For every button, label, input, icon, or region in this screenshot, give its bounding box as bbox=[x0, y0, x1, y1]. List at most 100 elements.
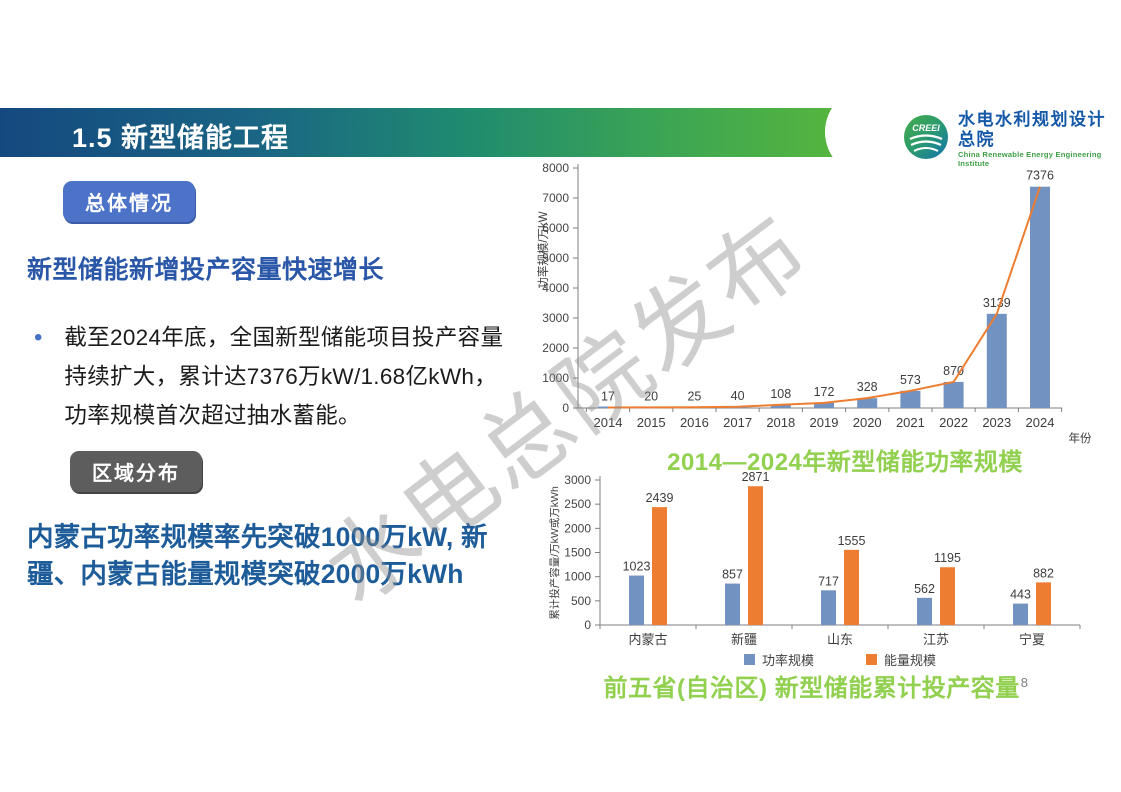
y-tick-label: 3000 bbox=[542, 311, 569, 325]
bar-value-label: 2871 bbox=[742, 470, 770, 484]
province-capacity-chart: 0 500 1000 1500 2000 2500 3000 1023 2439 内蒙古 857 28… bbox=[548, 470, 1081, 647]
y-tick-label: 3000 bbox=[564, 473, 591, 487]
organization-name-cn: 水电水利规划设计总院 bbox=[958, 110, 1106, 149]
bar-value-label: 1555 bbox=[838, 534, 866, 548]
y-tick-label: 6000 bbox=[542, 221, 569, 235]
x-tick-label: 山东 bbox=[827, 632, 853, 647]
x-tick-label: 2016 bbox=[680, 415, 709, 430]
y-tick-label: 1000 bbox=[564, 570, 591, 584]
x-tick-label: 新疆 bbox=[731, 632, 757, 647]
y-axis-title: 累计投产容量/万kW或万kWh bbox=[548, 486, 561, 620]
bullet-marker: • bbox=[34, 324, 43, 351]
organization-name-en: China Renewable Energy Engineering Insti… bbox=[958, 150, 1102, 168]
legend-swatch-energy bbox=[866, 654, 877, 665]
organization-logo: CREEI 水电水利规划设计总院 China Renewable Energy … bbox=[903, 110, 1121, 169]
svg-text:CREEI: CREEI bbox=[912, 123, 940, 133]
x-tick-label: 2018 bbox=[766, 415, 795, 430]
bar-value-label: 857 bbox=[722, 568, 743, 582]
bar-value-label: 562 bbox=[914, 582, 935, 596]
trend-line bbox=[607, 186, 1041, 409]
bar-value-label: 2439 bbox=[646, 491, 674, 505]
bar bbox=[943, 381, 964, 408]
bar bbox=[844, 549, 859, 625]
y-tick-label: 2000 bbox=[542, 341, 569, 355]
y-tick-label: 0 bbox=[562, 401, 569, 415]
creei-logo-icon: CREEI bbox=[903, 114, 949, 165]
y-tick-label: 7000 bbox=[542, 191, 569, 205]
bar-value-label: 7376 bbox=[1026, 169, 1054, 183]
bullet-text: 截至2024年底，全国新型储能项目投产容量持续扩大，累计达7376万kW/1.6… bbox=[64, 325, 504, 428]
chart2-legend: 功率规模 能量规模 bbox=[560, 650, 1120, 669]
x-tick-label: 内蒙古 bbox=[628, 632, 667, 647]
legend-item-energy: 能量规模 bbox=[866, 650, 936, 669]
legend-item-power: 功率规模 bbox=[743, 650, 814, 669]
bar bbox=[1030, 186, 1050, 408]
y-axis-title: 功率规模/万kW bbox=[536, 211, 550, 288]
bar-value-label: 443 bbox=[1010, 588, 1031, 602]
chart2-caption-text: 前五省(自治区) 新型储能累计投产容量 bbox=[603, 675, 1020, 702]
x-tick-label: 2022 bbox=[939, 415, 968, 430]
x-tick-label: 2015 bbox=[637, 415, 666, 430]
bar-value-label: 717 bbox=[818, 574, 839, 588]
y-tick-label: 500 bbox=[571, 594, 591, 608]
bar-value-label: 882 bbox=[1033, 566, 1054, 580]
bar-value-label: 1023 bbox=[623, 560, 651, 574]
legend-swatch-power bbox=[743, 654, 755, 665]
x-tick-label: 2014 bbox=[594, 415, 623, 430]
bullet-item: • 截至2024年底，全国新型储能项目投产容量持续扩大，累计达7376万kW/1… bbox=[34, 318, 520, 435]
chart2-caption: 前五省(自治区) 新型储能累计投产容量8 bbox=[540, 668, 1092, 703]
bar bbox=[900, 390, 921, 408]
section-heading: 新型储能新增投产容量快速增长 bbox=[27, 256, 385, 284]
bar bbox=[986, 313, 1007, 408]
legend-label-power: 功率规模 bbox=[761, 653, 814, 668]
y-tick-label: 5000 bbox=[542, 251, 569, 265]
y-tick-label: 4000 bbox=[542, 281, 569, 295]
bar bbox=[814, 402, 834, 408]
x-tick-label: 2019 bbox=[810, 415, 839, 430]
page-number: 8 bbox=[1020, 675, 1029, 690]
power-scale-chart: 0 1000 2000 3000 4000 5000 6000 7000 8000 17 2014 2… bbox=[536, 161, 1092, 445]
bar-value-label: 172 bbox=[814, 385, 835, 399]
x-tick-label: 2023 bbox=[982, 415, 1011, 430]
bar-value-label: 328 bbox=[857, 380, 878, 394]
bar bbox=[940, 567, 955, 625]
bar-value-label: 25 bbox=[687, 389, 701, 403]
x-axis-title: 年份 bbox=[1069, 431, 1092, 445]
y-tick-label: 2500 bbox=[564, 497, 591, 511]
bar bbox=[652, 507, 667, 625]
bar bbox=[857, 398, 878, 408]
bar-value-label: 108 bbox=[770, 387, 791, 401]
page-title: 1.5 新型储能工程 bbox=[72, 123, 290, 153]
x-tick-label: 2024 bbox=[1026, 415, 1055, 430]
y-tick-label: 1500 bbox=[564, 546, 591, 560]
x-tick-label: 2021 bbox=[896, 415, 925, 430]
y-tick-label: 2000 bbox=[564, 521, 591, 535]
bar bbox=[821, 590, 836, 625]
region-statement: 内蒙古功率规模率先突破1000万kW, 新疆、内蒙古能量规模突破2000万kWh bbox=[27, 522, 488, 589]
organization-name: 水电水利规划设计总院 China Renewable Energy Engine… bbox=[958, 110, 1121, 169]
bar bbox=[770, 404, 791, 408]
badge-region: 区域分布 bbox=[70, 451, 202, 492]
bar-value-label: 17 bbox=[601, 389, 615, 403]
bar-value-label: 1195 bbox=[934, 551, 961, 565]
bar-value-label: 3139 bbox=[983, 296, 1011, 310]
title-bar: 1.5 新型储能工程 bbox=[0, 108, 836, 157]
x-tick-label: 宁夏 bbox=[1019, 632, 1045, 647]
badge-overview: 总体情况 bbox=[63, 181, 195, 222]
x-tick-label: 2020 bbox=[853, 415, 882, 430]
y-tick-label: 1000 bbox=[542, 371, 569, 385]
bar bbox=[725, 583, 740, 625]
bar bbox=[1013, 603, 1028, 625]
bar-value-label: 20 bbox=[644, 389, 658, 403]
y-tick-label: 8000 bbox=[542, 161, 569, 175]
bar bbox=[629, 575, 644, 625]
legend-label-energy: 能量规模 bbox=[884, 653, 937, 668]
x-tick-label: 2017 bbox=[723, 415, 752, 430]
x-tick-label: 江苏 bbox=[923, 632, 949, 647]
y-tick-label: 0 bbox=[584, 618, 591, 632]
bar-value-label: 573 bbox=[900, 373, 921, 387]
bar bbox=[748, 486, 763, 625]
bar bbox=[917, 597, 932, 625]
chart1-caption: 2014—2024年新型储能功率规模 bbox=[667, 449, 1023, 476]
